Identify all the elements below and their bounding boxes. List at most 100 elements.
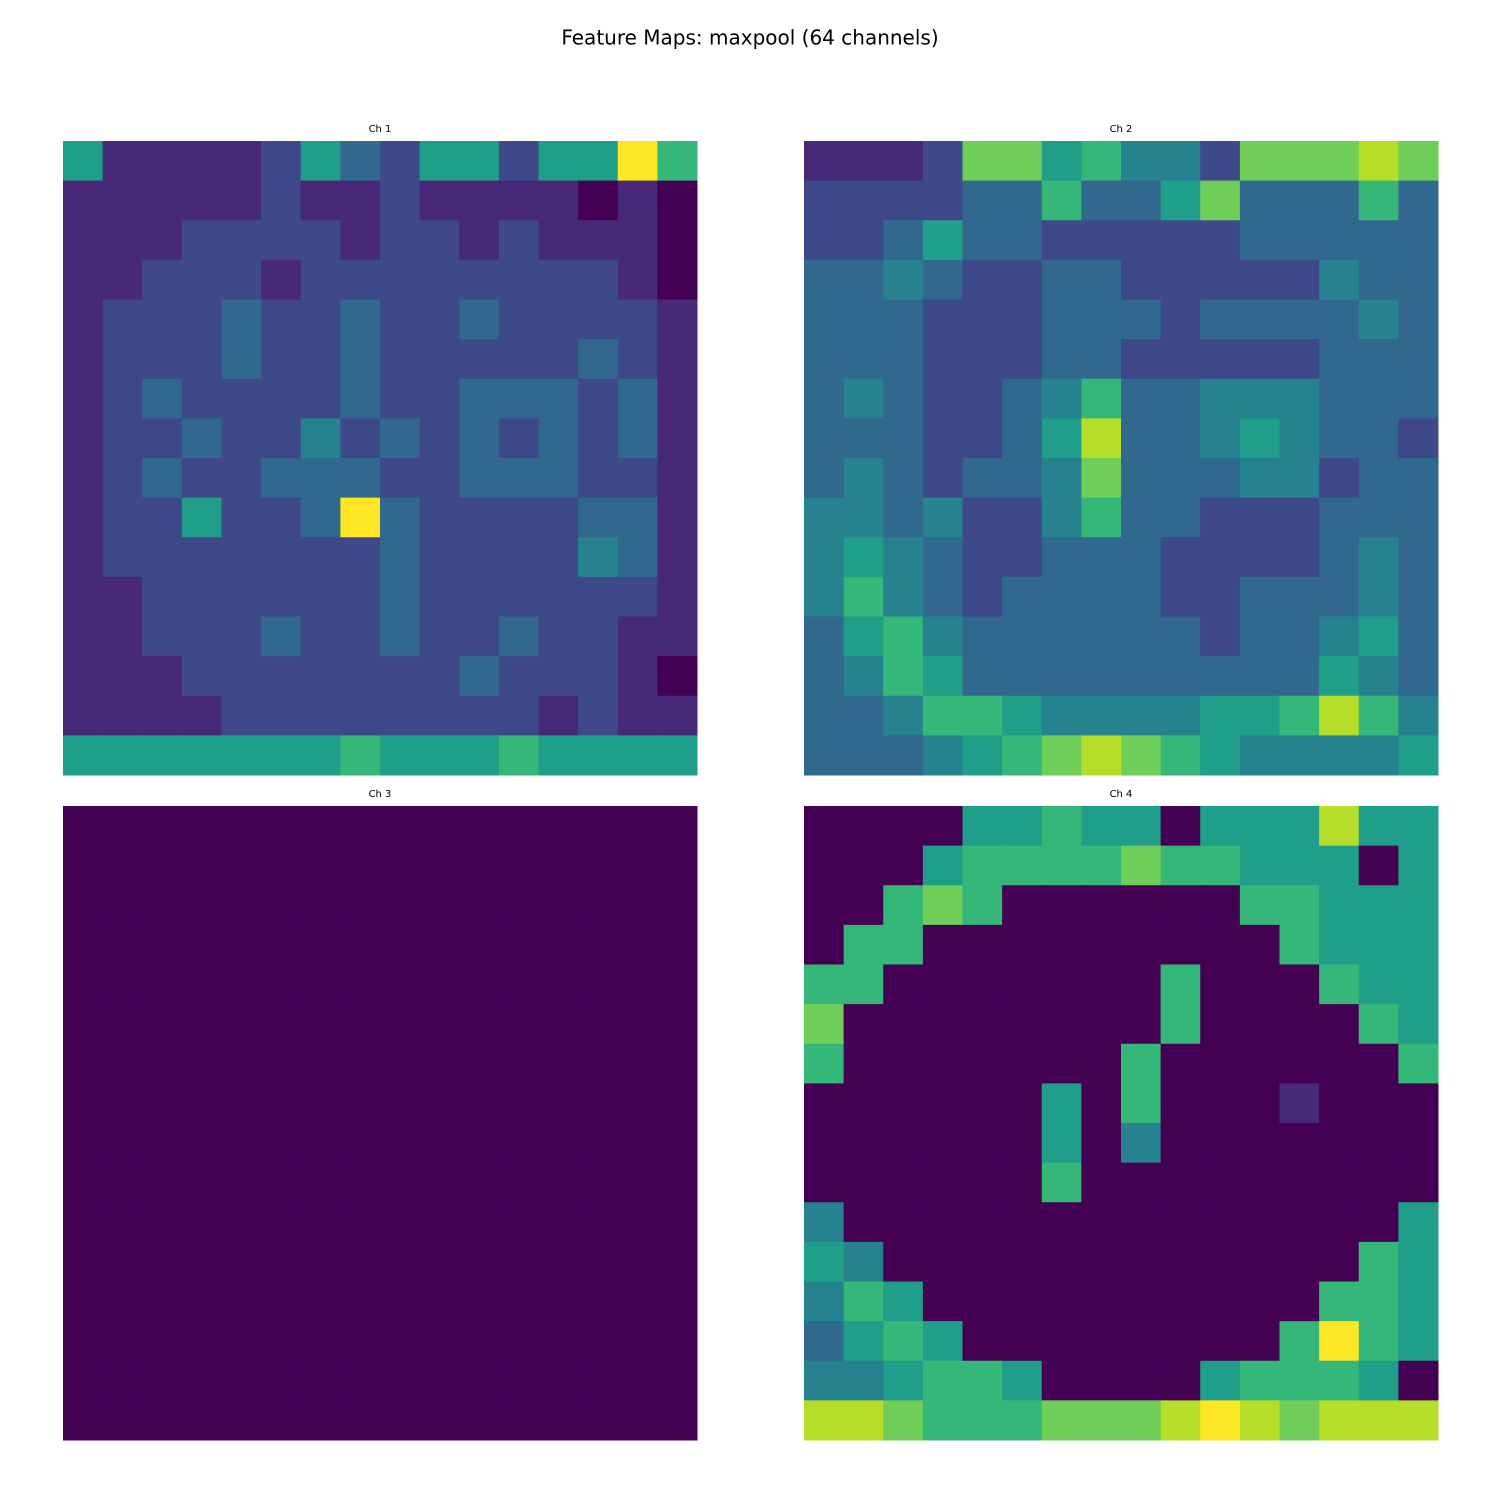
heatmap-cell: [261, 1004, 302, 1045]
heatmap-cell: [498, 418, 539, 459]
heatmap-cell: [300, 299, 341, 340]
heatmap-cell: [63, 1043, 104, 1084]
heatmap-cell: [883, 220, 924, 261]
heatmap-cell: [1319, 1400, 1360, 1441]
heatmap-cell: [181, 537, 222, 578]
heatmap-cell: [804, 1281, 845, 1322]
heatmap-cell: [340, 259, 381, 300]
heatmap-cell: [804, 924, 845, 965]
heatmap-cell: [1398, 537, 1439, 578]
heatmap-cell: [922, 180, 963, 221]
heatmap-cell: [142, 497, 183, 538]
heatmap-cell: [498, 299, 539, 340]
heatmap-cell: [102, 1202, 143, 1243]
heatmap-cell: [498, 339, 539, 380]
heatmap-cell: [843, 1400, 884, 1441]
heatmap-cell: [380, 299, 421, 340]
heatmap-cell: [1358, 924, 1399, 965]
heatmap-cell: [1358, 845, 1399, 886]
heatmap-cell: [142, 1043, 183, 1084]
heatmap-cell: [804, 695, 845, 736]
heatmap-cell: [102, 418, 143, 459]
heatmap-cell: [419, 806, 460, 847]
heatmap-cell: [1319, 1083, 1360, 1124]
heatmap-cell: [1002, 1321, 1043, 1362]
heatmap-cell: [1239, 924, 1280, 965]
heatmap-cell: [1160, 418, 1201, 459]
heatmap-cell: [419, 576, 460, 617]
heatmap-cell: [1041, 616, 1082, 657]
heatmap-cell: [63, 1321, 104, 1362]
heatmap-cell: [380, 1083, 421, 1124]
heatmap-cell: [962, 885, 1003, 926]
heatmap-cell: [340, 656, 381, 697]
heatmap-cell: [1160, 1202, 1201, 1243]
heatmap-cell: [1279, 497, 1320, 538]
heatmap-cell: [843, 497, 884, 538]
heatmap-cell: [1160, 141, 1201, 182]
heatmap-cell: [962, 1083, 1003, 1124]
heatmap-cell: [261, 537, 302, 578]
heatmap-cell: [102, 885, 143, 926]
heatmap-cell: [419, 1360, 460, 1401]
heatmap-cell: [380, 1360, 421, 1401]
heatmap-cell: [459, 418, 500, 459]
heatmap-cell: [300, 220, 341, 261]
heatmap-cell: [63, 806, 104, 847]
heatmap-cell: [1121, 1083, 1162, 1124]
heatmap-cell: [1041, 964, 1082, 1005]
heatmap-cell: [1121, 418, 1162, 459]
heatmap-cell: [300, 259, 341, 300]
heatmap-cell: [221, 924, 262, 965]
heatmap-cell: [380, 339, 421, 380]
heatmap-cell: [1239, 458, 1280, 499]
heatmap-cell: [1121, 1400, 1162, 1441]
heatmap-cell: [1200, 497, 1241, 538]
heatmap-cell: [498, 180, 539, 221]
heatmap-cell: [63, 1281, 104, 1322]
heatmap-cell: [1398, 616, 1439, 657]
heatmap-cell: [843, 458, 884, 499]
heatmap-cell: [459, 339, 500, 380]
heatmap-cell: [843, 616, 884, 657]
heatmap-cell: [1279, 1123, 1320, 1164]
heatmap-cell: [1358, 885, 1399, 926]
heatmap-cell: [962, 458, 1003, 499]
heatmap-cell: [1160, 1400, 1201, 1441]
heatmap-cell: [300, 1043, 341, 1084]
heatmap-cell: [922, 1004, 963, 1045]
heatmap-cell: [922, 497, 963, 538]
heatmap-cell: [340, 1083, 381, 1124]
heatmap-cell: [1002, 695, 1043, 736]
heatmap-cell: [1358, 1162, 1399, 1203]
heatmap-cell: [142, 806, 183, 847]
heatmap-cell: [261, 1321, 302, 1362]
heatmap-cell: [419, 1083, 460, 1124]
heatmap-cell: [538, 537, 579, 578]
heatmap-cell: [657, 845, 698, 886]
heatmap-cell: [1358, 378, 1399, 419]
heatmap-cell: [1041, 1321, 1082, 1362]
heatmap-cell: [459, 924, 500, 965]
heatmap-cell: [340, 964, 381, 1005]
heatmap-cell: [1239, 339, 1280, 380]
heatmap-cell: [459, 1004, 500, 1045]
heatmap-cell: [538, 1162, 579, 1203]
heatmap-cell: [538, 1360, 579, 1401]
heatmap-cell: [1358, 418, 1399, 459]
heatmap-cell: [1200, 378, 1241, 419]
heatmap-cell: [1398, 378, 1439, 419]
heatmap-cell: [578, 806, 619, 847]
heatmap-cell: [1121, 1281, 1162, 1322]
heatmap-cell: [922, 418, 963, 459]
heatmap-cell: [843, 141, 884, 182]
heatmap-cell: [1200, 1321, 1241, 1362]
heatmap-cell: [498, 616, 539, 657]
heatmap-cell: [221, 845, 262, 886]
heatmap-cell: [63, 1360, 104, 1401]
heatmap-cell: [883, 1004, 924, 1045]
heatmap-cell: [1200, 924, 1241, 965]
heatmap-cell: [1002, 924, 1043, 965]
heatmap-cell: [1200, 418, 1241, 459]
heatmap-cell: [1002, 1281, 1043, 1322]
